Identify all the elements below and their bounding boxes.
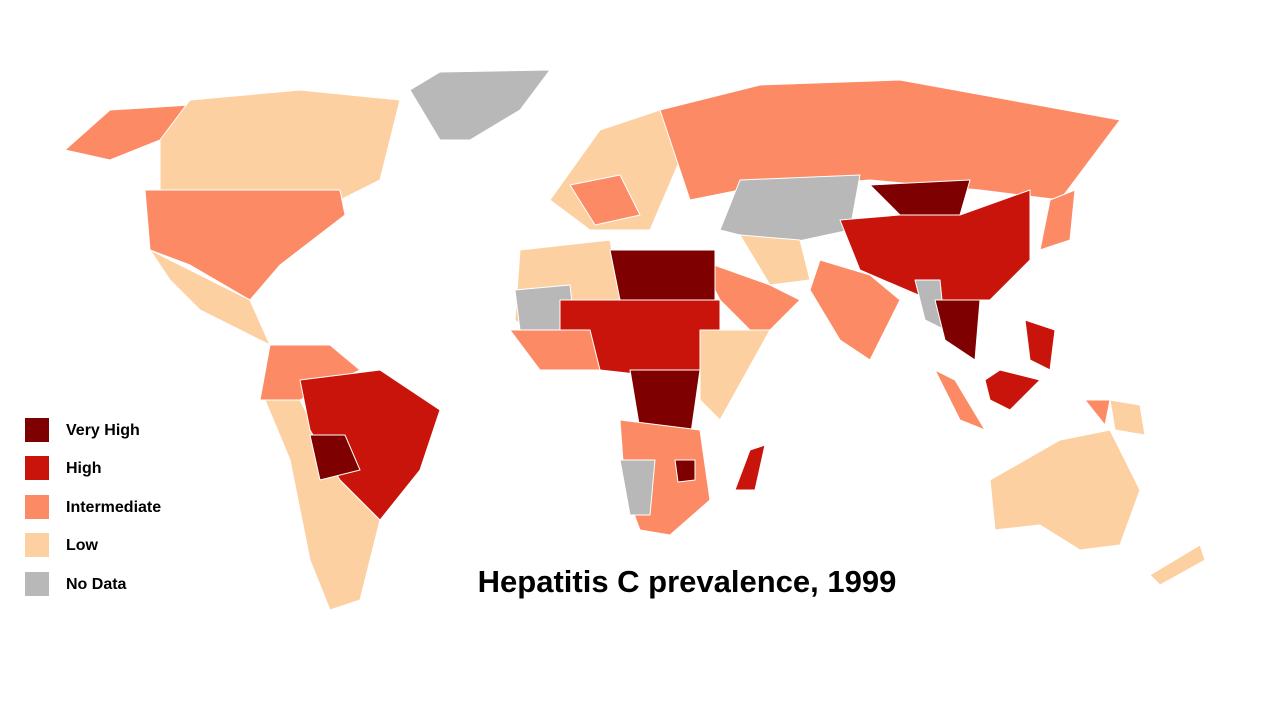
- country: [619, 459, 656, 516]
- country: [609, 249, 716, 301]
- country: [699, 259, 801, 341]
- legend-label: No Data: [66, 576, 127, 593]
- country: [1109, 399, 1146, 436]
- country: [699, 329, 771, 421]
- country: [934, 299, 981, 361]
- legend: Very High High Intermediate Low No Data: [25, 418, 161, 596]
- legend-swatch: [25, 572, 49, 596]
- legend-swatch: [25, 495, 49, 519]
- country: [1084, 399, 1111, 426]
- legend-label: High: [66, 460, 102, 477]
- country: [719, 174, 861, 246]
- country: [409, 69, 551, 141]
- country: [839, 189, 1031, 301]
- country: [934, 369, 986, 431]
- legend-swatch: [25, 418, 49, 442]
- country: [984, 369, 1041, 411]
- legend-label: Very High: [66, 422, 140, 439]
- country: [674, 459, 696, 483]
- country: [869, 179, 971, 216]
- legend-label: Low: [66, 537, 99, 554]
- country: [1024, 319, 1056, 371]
- country: [659, 79, 1121, 201]
- country: [809, 259, 901, 361]
- country: [989, 429, 1141, 551]
- legend-swatch: [25, 533, 49, 557]
- legend-label: Intermediate: [66, 499, 161, 516]
- country: [509, 329, 601, 371]
- country: [1039, 189, 1076, 251]
- country: [734, 444, 766, 491]
- country: [149, 249, 271, 346]
- country: [1149, 544, 1206, 586]
- legend-swatch: [25, 456, 49, 480]
- countries: [64, 69, 1206, 611]
- map-title: Hepatitis C prevalence, 1999: [478, 564, 897, 599]
- country: [569, 174, 641, 226]
- country: [739, 234, 811, 286]
- country: [144, 189, 346, 301]
- country: [309, 434, 361, 481]
- country: [159, 89, 401, 201]
